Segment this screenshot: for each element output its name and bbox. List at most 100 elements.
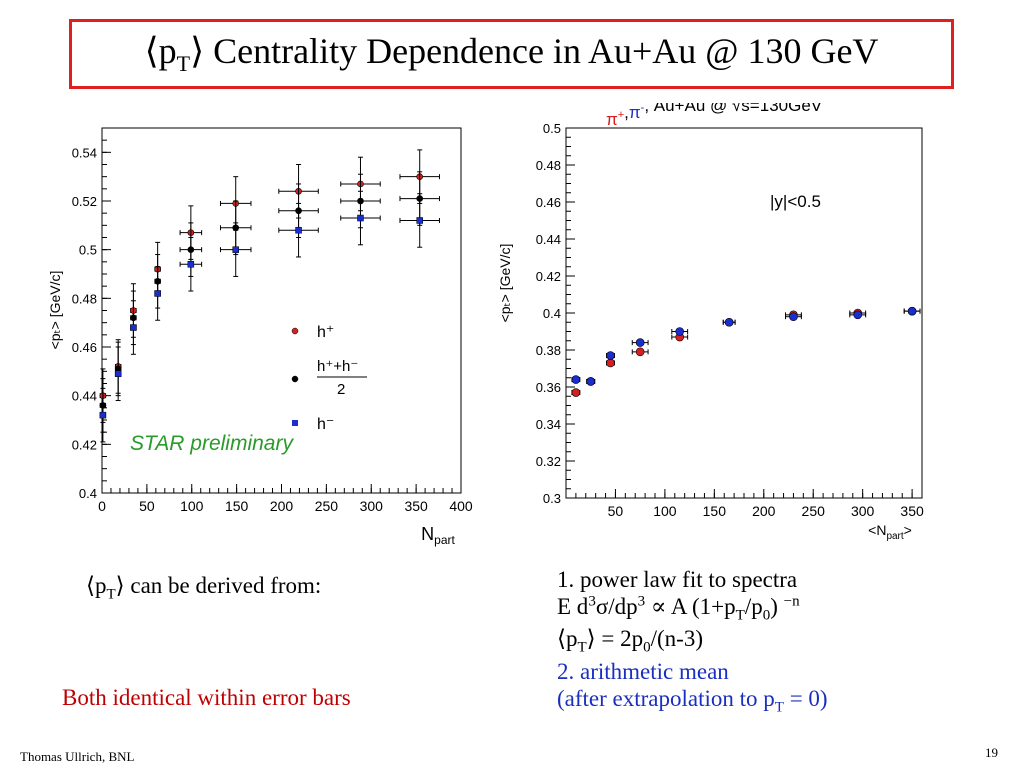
data-point- bbox=[606, 358, 615, 368]
m5-a: (after extrapolation to p bbox=[557, 685, 775, 711]
m3-b: ⟩ = 2p bbox=[586, 626, 644, 652]
x-tick-label: 150 bbox=[703, 503, 727, 519]
x-tick-label: 150 bbox=[225, 498, 249, 514]
y-tick-label: 0.46 bbox=[536, 195, 561, 210]
m2-c: ∝ A (1+p bbox=[645, 594, 736, 620]
title-rest: ⟩ Centrality Dependence in Au+Au @ 130 G… bbox=[190, 31, 879, 72]
x-tick-label: 350 bbox=[900, 503, 924, 519]
chart-title-part: π bbox=[629, 103, 641, 122]
m2-e: ) bbox=[770, 594, 784, 620]
data-point-h bbox=[232, 246, 239, 253]
data-point- bbox=[635, 338, 645, 347]
x-tick-label: 100 bbox=[653, 503, 677, 519]
y-tick-label: 0.44 bbox=[536, 232, 561, 247]
legend-label-hplus: h⁺ bbox=[317, 324, 334, 341]
plot-frame bbox=[565, 127, 923, 499]
y-tick-label: 0.3 bbox=[543, 491, 561, 506]
m2-sup2: 3 bbox=[637, 593, 646, 610]
data-point-h bbox=[416, 217, 423, 224]
data-point- bbox=[571, 388, 581, 397]
rapidity-cut-label: |y|<0.5 bbox=[770, 192, 821, 211]
right-chart-svg: 0.3 0.32 0.34 0.36 0.38 0.4 0.42 0.44 0.46 0.48 0.… bbox=[497, 103, 924, 542]
x-tick-label: 400 bbox=[449, 498, 473, 514]
m2-d: /p bbox=[744, 594, 763, 620]
m5-sub: T bbox=[774, 699, 784, 716]
m3-sub2: 0 bbox=[643, 640, 651, 656]
y-tick-label: 0.34 bbox=[536, 417, 561, 432]
data-point- bbox=[586, 377, 596, 386]
x-axis-title: <Npart> bbox=[868, 522, 912, 542]
identical-note: Both identical within error bars bbox=[62, 685, 351, 710]
star-preliminary-label: STAR preliminary bbox=[130, 432, 294, 455]
y-tick-label: 0.54 bbox=[72, 145, 97, 160]
method-line-1: 1. power law fit to spectra bbox=[557, 567, 798, 592]
method-line-5: (after extrapolation to pT = 0) bbox=[557, 685, 828, 717]
legend-marker bbox=[291, 375, 299, 383]
legend-marker bbox=[291, 327, 299, 335]
x-tick-label: 0 bbox=[98, 498, 106, 514]
method-line-3: ⟨pT⟩ = 2p0/(n-3) bbox=[557, 625, 828, 657]
x-tick-label: 300 bbox=[851, 503, 875, 519]
x-tick-label: 100 bbox=[180, 498, 204, 514]
x-tick-label: 350 bbox=[404, 498, 428, 514]
m2-sub1: T bbox=[735, 607, 745, 624]
data-point-h bbox=[99, 411, 107, 419]
chart-title-part: , Au+Au @ √s=130GeV bbox=[644, 103, 822, 115]
left-chart: 0.4 0.42 0.44 0.46 0.48 0.5 0.52 0.54 0 50 100 150 2… bbox=[36, 112, 484, 552]
y-tick-label: 0.52 bbox=[72, 194, 97, 209]
y-tick-label: 0.38 bbox=[536, 343, 561, 358]
y-tick-label: 0.36 bbox=[536, 380, 561, 395]
y-axis-title: <pₜ> [GeV/c] bbox=[497, 244, 513, 323]
y-tick-label: 0.42 bbox=[72, 437, 97, 452]
m3-c: /(n-3) bbox=[650, 626, 703, 652]
y-tick-label: 0.44 bbox=[72, 389, 97, 404]
y-tick-label: 0.46 bbox=[72, 340, 97, 355]
chart-title-part: + bbox=[618, 109, 624, 121]
x-tick-label: 250 bbox=[315, 498, 339, 514]
method-line-4: 2. arithmetic mean bbox=[557, 658, 729, 684]
data-point- bbox=[907, 306, 917, 316]
data-point- bbox=[724, 317, 734, 327]
left-chart-svg: 0.4 0.42 0.44 0.46 0.48 0.5 0.52 0.54 0 50 100 150 2… bbox=[47, 127, 473, 547]
slide-title: ⟨pT⟩ Centrality Dependence in Au+Au @ 13… bbox=[145, 30, 879, 77]
x-tick-label: 200 bbox=[270, 498, 294, 514]
legend-marker bbox=[292, 420, 298, 426]
x-tick-label: 50 bbox=[608, 503, 624, 519]
footer-author: Thomas Ullrich, BNL bbox=[20, 749, 135, 764]
x-tick-label: 300 bbox=[360, 498, 384, 514]
y-tick-label: 0.4 bbox=[543, 306, 561, 321]
y-tick-label: 0.5 bbox=[543, 121, 561, 136]
chart-title: π+,π-, Au+Au @ √s=130GeV bbox=[606, 103, 823, 129]
legend-label-sum-num: h⁺+h⁻ bbox=[317, 358, 358, 375]
y-tick-label: 0.42 bbox=[536, 269, 561, 284]
y-tick-label: 0.4 bbox=[79, 486, 97, 501]
m5-b: = 0) bbox=[783, 685, 828, 711]
data-point-h bbox=[187, 261, 195, 268]
m2-sup3: −n bbox=[783, 593, 800, 610]
y-tick-label: 0.48 bbox=[72, 291, 97, 306]
legend-label-sum-den: 2 bbox=[337, 381, 345, 398]
x-axis-title-sub: part bbox=[886, 531, 903, 542]
m3-a: ⟨p bbox=[557, 626, 578, 652]
x-tick-label: 200 bbox=[752, 503, 776, 519]
data-point-h bbox=[154, 290, 161, 297]
m2-sup1: 3 bbox=[588, 593, 596, 610]
data-point- bbox=[606, 351, 615, 360]
x-axis-title: Npart bbox=[421, 524, 455, 547]
data-point-h bbox=[295, 226, 302, 234]
x-tick-label: 50 bbox=[139, 498, 155, 514]
m3-sub1: T bbox=[577, 640, 587, 656]
derived-rest: ⟩ can be derived from: bbox=[115, 573, 322, 598]
data-point- bbox=[571, 375, 581, 384]
right-chart: 0.3 0.32 0.34 0.36 0.38 0.4 0.42 0.44 0.46 0.48 0.… bbox=[494, 103, 934, 553]
data-point-h bbox=[114, 370, 122, 378]
derived-sub: T bbox=[106, 586, 116, 603]
chart-title-part: π bbox=[606, 110, 618, 129]
data-point- bbox=[789, 312, 798, 321]
m2-b: σ/dp bbox=[595, 594, 638, 620]
x-axis-title-sub: part bbox=[434, 533, 455, 547]
method-line-2: E d3σ/dp3 ∝ A (1+pT/p0) −n bbox=[557, 593, 828, 625]
y-axis-title: <pₜ> [GeV/c] bbox=[47, 271, 63, 350]
data-point- bbox=[853, 310, 863, 320]
m2-sub2: 0 bbox=[762, 607, 771, 624]
